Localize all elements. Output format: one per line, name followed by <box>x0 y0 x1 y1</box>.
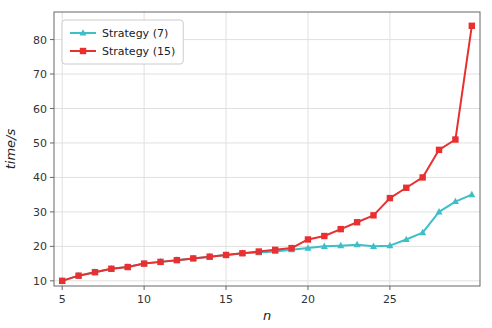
tick-label: 20 <box>33 240 47 253</box>
legend: Strategy (7) Strategy (15) <box>62 20 183 64</box>
point <box>337 242 344 248</box>
point <box>354 241 361 247</box>
tick-mark <box>50 74 54 75</box>
point <box>223 251 230 257</box>
legend-swatch <box>70 48 96 54</box>
tick-label: 40 <box>33 171 47 184</box>
tick-mark <box>226 286 227 290</box>
axes: 5 10 15 20 25 10 20 30 40 50 60 70 80 <box>33 12 480 306</box>
point <box>75 272 82 278</box>
point <box>403 236 410 242</box>
point <box>469 23 475 29</box>
point <box>256 248 262 254</box>
point <box>288 245 294 251</box>
point <box>108 265 115 271</box>
point <box>157 259 163 265</box>
point <box>338 226 344 232</box>
point <box>239 250 245 256</box>
tick-mark <box>50 108 54 109</box>
legend-box <box>62 20 183 64</box>
tick-mark <box>50 177 54 178</box>
point <box>354 219 360 225</box>
point <box>321 233 327 239</box>
tick-label: 5 <box>59 293 66 306</box>
point <box>173 256 180 262</box>
point <box>468 191 475 197</box>
grid-line <box>54 211 480 212</box>
tick-label: 25 <box>383 293 397 306</box>
point <box>403 185 409 191</box>
tick-mark <box>50 280 54 281</box>
grid-line <box>54 142 480 143</box>
point <box>419 174 425 180</box>
tick-label: 10 <box>33 275 47 288</box>
point <box>108 266 114 272</box>
point <box>255 249 262 255</box>
point <box>305 236 311 242</box>
tick-mark <box>62 286 63 290</box>
point <box>387 195 393 201</box>
tick-label: 50 <box>33 137 47 150</box>
point <box>125 264 131 270</box>
plot-frame <box>54 12 480 286</box>
point <box>452 136 458 142</box>
tick-mark <box>389 286 390 290</box>
grid <box>54 12 480 286</box>
point <box>59 277 66 283</box>
tick-label: 20 <box>301 293 315 306</box>
legend-label: Strategy (7) <box>102 27 168 40</box>
x-axis-label: n <box>263 308 271 323</box>
tick-label: 10 <box>137 293 151 306</box>
point <box>272 247 278 253</box>
point <box>436 208 443 214</box>
tick-mark <box>50 246 54 247</box>
tick-label: 15 <box>219 293 233 306</box>
point <box>206 254 212 260</box>
tick-mark <box>50 142 54 143</box>
tick-label: 60 <box>33 103 47 116</box>
y-axis-label: time/s <box>3 129 18 170</box>
point <box>92 269 98 275</box>
tick-label: 30 <box>33 206 47 219</box>
tick-label: 70 <box>33 68 47 81</box>
grid-line <box>54 246 480 247</box>
point <box>157 258 164 264</box>
tick-label: 80 <box>33 34 47 47</box>
point <box>190 255 197 261</box>
point <box>321 243 328 249</box>
point <box>141 260 147 266</box>
legend-swatch <box>70 29 96 35</box>
tick-mark <box>50 211 54 212</box>
point <box>124 263 131 269</box>
point <box>223 252 229 258</box>
point <box>206 253 213 259</box>
point <box>59 278 65 284</box>
tick-mark <box>307 286 308 290</box>
point <box>370 243 377 249</box>
point <box>239 249 246 255</box>
point <box>370 212 376 218</box>
chart: 5 10 15 20 25 10 20 30 40 50 60 70 80 n time/s Strategy… <box>0 0 492 328</box>
point <box>141 260 148 266</box>
legend-label: Strategy (15) <box>102 45 175 58</box>
point <box>452 198 459 204</box>
point <box>190 255 196 261</box>
point <box>174 257 180 263</box>
tick-mark <box>50 39 54 40</box>
point <box>386 242 393 248</box>
plot-area <box>54 12 480 286</box>
point <box>75 272 81 278</box>
point <box>91 268 98 274</box>
tick-mark <box>144 286 145 290</box>
point <box>436 147 442 153</box>
grid-line <box>54 74 480 75</box>
grid-line <box>54 108 480 109</box>
series <box>59 191 476 284</box>
grid-line <box>54 177 480 178</box>
grid-line <box>54 280 480 281</box>
point <box>304 244 311 250</box>
point <box>419 229 426 235</box>
grid-line <box>226 12 227 286</box>
